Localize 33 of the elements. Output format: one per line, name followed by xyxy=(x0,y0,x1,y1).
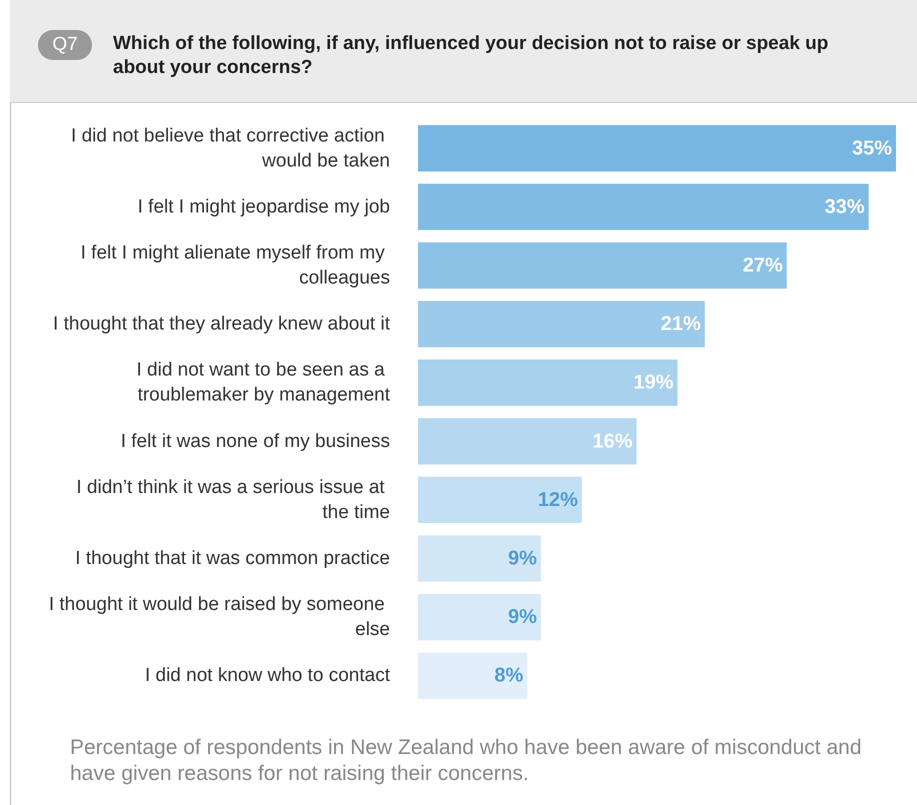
bar xyxy=(418,360,678,406)
text: Q7 xyxy=(38,30,92,60)
y-tick-label: I thought that it was common practice xyxy=(75,548,390,569)
y-tick-label: I thought that they already knew about it xyxy=(53,314,391,335)
y-tick-label: I thought it would be raised by someone else xyxy=(48,594,390,640)
bar xyxy=(418,594,541,640)
data-label: 21% xyxy=(660,313,702,336)
y-tick-label: I felt it was none of my business xyxy=(120,430,390,452)
y-tick-label: I did not want to be seen as a troublemaker by management xyxy=(136,360,391,406)
data-label: 27% xyxy=(742,254,783,276)
bar xyxy=(418,125,896,172)
data-label: 19% xyxy=(633,372,674,394)
data-label: 9% xyxy=(508,606,538,628)
bar xyxy=(418,652,528,699)
chart-title: Which of the following, if any, influenced your decision not to raise or speak up about your concerns? xyxy=(113,32,830,80)
y-tick-label: I didn’t think it was a serious issue at the time xyxy=(76,476,390,523)
bar xyxy=(418,242,787,289)
bar xyxy=(418,535,541,582)
y-tick-label: I felt I might jeopardise my job xyxy=(138,196,390,218)
data-label: 35% xyxy=(852,137,892,160)
y-tick-label: I did not believe that corrective action would be taken xyxy=(71,125,390,172)
data-label: 9% xyxy=(508,548,538,570)
bar xyxy=(418,476,582,524)
data-label: 8% xyxy=(494,664,524,687)
text: Percentage of respondents in New Zealand who have been aware of misconduct and have given reasons for not raising their concerns. xyxy=(70,735,862,787)
y-tick-label: I felt I might alienate myself from my colleagues xyxy=(80,242,390,288)
y-tick-label: I did not know who to contact xyxy=(144,665,391,686)
data-label: 33% xyxy=(824,196,865,218)
bar xyxy=(418,418,637,464)
bar xyxy=(418,184,869,230)
data-label: 16% xyxy=(592,430,633,452)
data-label: 12% xyxy=(538,488,578,511)
bar xyxy=(418,300,705,348)
